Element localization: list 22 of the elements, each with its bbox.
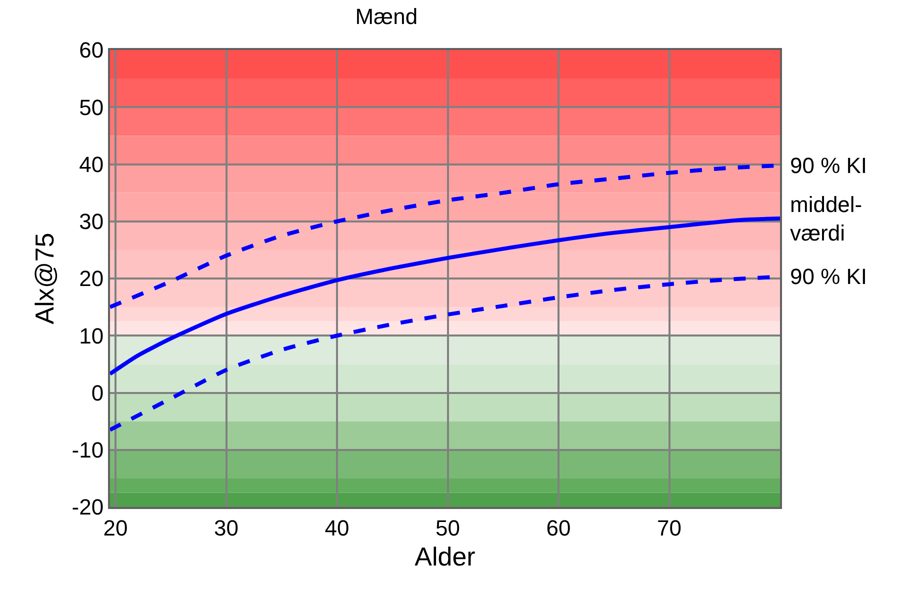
y-tick-label: 0 <box>91 380 104 406</box>
y-tick-label: 20 <box>79 266 104 292</box>
x-tick-label: 40 <box>324 515 350 540</box>
y-tick-label: -20 <box>72 494 104 520</box>
series-label: 90 % KI <box>790 153 868 178</box>
chart-title: Mænd <box>355 4 418 30</box>
x-tick-label: 70 <box>657 515 682 540</box>
x-tick-label: 60 <box>546 515 571 540</box>
y-tick-label: 40 <box>79 152 104 177</box>
line-series <box>110 216 780 376</box>
series-label: 90 % KI <box>790 264 868 289</box>
y-axis-title: Alx@75 <box>30 232 60 324</box>
x-tick-label: 20 <box>103 515 128 540</box>
y-tick-label: 10 <box>79 323 104 348</box>
series-label: middel- værdi <box>790 192 862 246</box>
y-tick-label: -10 <box>72 438 104 463</box>
x-tick-label: 30 <box>214 515 239 540</box>
y-tick-label: 30 <box>79 209 104 234</box>
y-tick-label: 50 <box>79 94 104 120</box>
x-axis-title: Alder <box>414 542 476 572</box>
y-tick-label: 60 <box>79 38 104 63</box>
x-tick-label: 50 <box>436 515 460 540</box>
